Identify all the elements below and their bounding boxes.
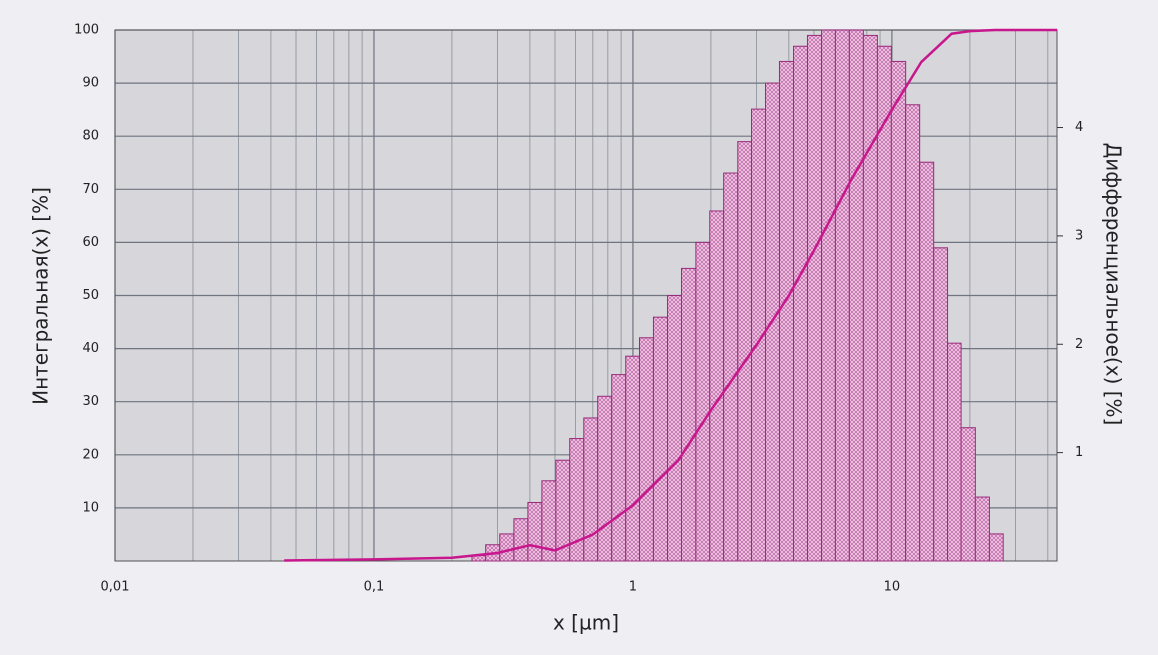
histogram-bar (890, 60, 907, 562)
histogram-bar (905, 104, 921, 562)
histogram-bar (638, 337, 654, 562)
histogram-bar (834, 29, 850, 562)
y-tick-label: 50 (82, 288, 99, 303)
y2-tick-label: 4 (1075, 120, 1083, 135)
y-tick-label: 40 (82, 341, 99, 356)
y-tick-label: 90 (82, 76, 99, 91)
histogram-bar (583, 417, 599, 562)
y2-tick-label: 1 (1075, 445, 1083, 460)
histogram-bar (960, 427, 976, 562)
y-tick-label: 10 (82, 500, 99, 515)
y2-tick-label: 3 (1075, 228, 1083, 243)
histogram-bar (737, 141, 753, 562)
y-tick-label: 70 (82, 182, 99, 197)
y-axis-label: Интегральная(x) [%] (29, 187, 53, 405)
histogram-bar (848, 29, 864, 562)
histogram-bar (947, 342, 962, 562)
cumulative-line (284, 28, 1057, 562)
y-tick-label: 80 (82, 129, 99, 144)
x-tick-label: 0,01 (101, 580, 130, 595)
histogram-bar (919, 161, 935, 562)
histogram-bar (723, 172, 739, 562)
y2-axis-label: Дифференциальное(x) [%] (1102, 143, 1126, 426)
histogram-bar (933, 247, 949, 562)
y-tick-label: 30 (82, 394, 99, 409)
histogram-bar (806, 34, 823, 562)
histogram-bar (695, 241, 711, 562)
histogram-bar (499, 533, 515, 562)
x-tick-label: 1 (629, 580, 637, 595)
histogram-bar (667, 295, 683, 562)
histogram-bar (652, 316, 669, 562)
y-tick-label: 100 (74, 23, 99, 38)
histogram-bar (597, 395, 613, 562)
histogram-bar (709, 210, 725, 562)
histogram-bar (821, 29, 836, 562)
x-axis-label: x [µm] (553, 611, 619, 635)
histogram-bar (611, 374, 627, 562)
histogram-bar (527, 501, 543, 562)
histogram-bar (862, 34, 878, 562)
x-tick-label: 0,1 (364, 580, 385, 595)
histogram-bar (625, 355, 640, 562)
histogram-bar (778, 60, 795, 562)
histogram-bar (988, 533, 1004, 562)
y-tick-label: 20 (82, 447, 99, 462)
y-tick-label: 60 (82, 235, 99, 250)
histogram-bar (681, 267, 697, 562)
x-tick-label: 10 (884, 580, 901, 595)
histogram-bar (974, 496, 990, 562)
histogram-bar (793, 45, 808, 562)
y2-tick-label: 2 (1075, 337, 1083, 352)
histogram-bar (513, 518, 529, 562)
